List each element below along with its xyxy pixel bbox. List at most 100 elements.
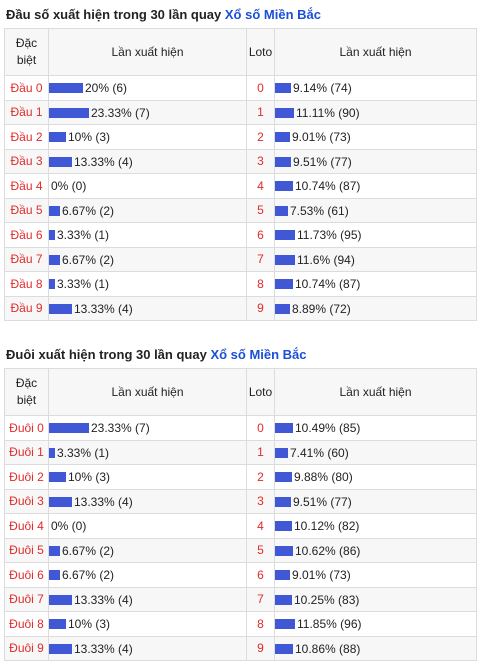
loto-value: 7.53% (61)	[290, 203, 349, 218]
special-count-cell: 6.67% (2)	[48, 537, 247, 563]
loto-number[interactable]: 4	[246, 513, 275, 539]
loto-value: 10.25% (83)	[294, 592, 360, 607]
row-label[interactable]: Đầu 7	[4, 246, 49, 272]
row-label[interactable]: Đầu 5	[4, 197, 49, 223]
special-count-cell: 13.33% (4)	[48, 635, 247, 661]
special-bar	[49, 303, 72, 314]
loto-number[interactable]: 0	[246, 75, 275, 101]
row-label[interactable]: Đuôi 3	[4, 488, 49, 514]
row-label[interactable]: Đuôi 8	[4, 611, 49, 637]
loto-value: 9.01% (73)	[292, 130, 351, 145]
row-label[interactable]: Đầu 3	[4, 148, 49, 174]
loto-value: 9.51% (77)	[293, 154, 352, 169]
loto-value: 9.51% (77)	[293, 494, 352, 509]
row-label[interactable]: Đuôi 1	[4, 439, 49, 465]
loto-bar	[275, 570, 290, 581]
loto-value: 10.86% (88)	[295, 641, 361, 656]
loto-number[interactable]: 2	[246, 464, 275, 490]
special-value: 6.67% (2)	[62, 568, 115, 583]
special-count-cell: 3.33% (1)	[48, 271, 247, 297]
row-label[interactable]: Đầu 0	[4, 75, 49, 101]
loto-number[interactable]: 3	[246, 488, 275, 514]
loto-value: 11.73% (95)	[297, 228, 362, 243]
dau-table-body: Đầu 0 20% (6) 0 9.14% (74) Đầu 1 23.33% (7) 1 1…	[4, 75, 477, 321]
row-label[interactable]: Đuôi 0	[4, 415, 49, 441]
loto-number[interactable]: 6	[246, 562, 275, 588]
loto-number[interactable]: 7	[246, 586, 275, 612]
row-label[interactable]: Đuôi 7	[4, 586, 49, 612]
loto-value: 9.01% (73)	[292, 568, 351, 583]
loto-value: 11.6% (94)	[297, 252, 355, 267]
loto-bar	[275, 132, 290, 143]
loto-bar	[275, 545, 293, 556]
loto-number[interactable]: 1	[246, 439, 275, 465]
special-count-cell: 10% (3)	[48, 124, 247, 150]
loto-count-cell: 10.74% (87)	[274, 271, 477, 297]
loto-number[interactable]: 3	[246, 148, 275, 174]
special-bar	[49, 472, 66, 483]
row-label[interactable]: Đuôi 9	[4, 635, 49, 661]
loto-value: 10.12% (82)	[294, 519, 360, 534]
loto-value: 10.74% (87)	[295, 277, 361, 292]
special-count-cell: 0% (0)	[48, 173, 247, 199]
loto-bar	[275, 205, 288, 216]
loto-number[interactable]: 1	[246, 99, 275, 125]
row-label[interactable]: Đầu 1	[4, 99, 49, 125]
row-label[interactable]: Đuôi 5	[4, 537, 49, 563]
special-value: 3.33% (1)	[57, 445, 110, 460]
special-value: 20% (6)	[85, 81, 128, 96]
loto-number[interactable]: 9	[246, 295, 275, 321]
row-label[interactable]: Đầu 6	[4, 222, 49, 248]
loto-number[interactable]: 2	[246, 124, 275, 150]
special-value: 13.33% (4)	[74, 641, 133, 656]
loto-number[interactable]: 8	[246, 271, 275, 297]
row-label[interactable]: Đầu 4	[4, 173, 49, 199]
row-label[interactable]: Đuôi 4	[4, 513, 49, 539]
loto-count-cell: 11.6% (94)	[274, 246, 477, 272]
loto-number[interactable]: 4	[246, 173, 275, 199]
loto-number[interactable]: 0	[246, 415, 275, 441]
special-value: 0% (0)	[51, 519, 87, 534]
loto-number[interactable]: 7	[246, 246, 275, 272]
dau-section: Đầu số xuất hiện trong 30 lần quay Xổ số…	[0, 2, 480, 321]
duoi-table: Đặc biệt Lần xuất hiện Loto Lần xuất hiệ…	[4, 368, 477, 661]
row-label[interactable]: Đuôi 6	[4, 562, 49, 588]
table-row: Đuôi 4 0% (0) 4 10.12% (82)	[4, 513, 477, 539]
loto-number[interactable]: 5	[246, 537, 275, 563]
special-bar	[49, 254, 60, 265]
row-label[interactable]: Đầu 9	[4, 295, 49, 321]
duoi-title-link[interactable]: Xổ số Miền Bắc	[210, 347, 307, 362]
loto-bar	[275, 643, 293, 654]
special-value: 6.67% (2)	[62, 203, 115, 218]
loto-bar	[275, 521, 292, 532]
row-label[interactable]: Đuôi 2	[4, 464, 49, 490]
duoi-section-title: Đuôi xuất hiện trong 30 lần quay Xổ số M…	[0, 342, 480, 368]
loto-number[interactable]: 5	[246, 197, 275, 223]
table-row: Đầu 2 10% (3) 2 9.01% (73)	[4, 124, 477, 150]
special-value: 10% (3)	[68, 470, 111, 485]
special-bar	[49, 619, 66, 630]
special-count-cell: 10% (3)	[48, 464, 247, 490]
table-row: Đuôi 0 23.33% (7) 0 10.49% (85)	[4, 415, 477, 441]
header-special: Đặc biệt	[4, 28, 49, 76]
loto-number[interactable]: 6	[246, 222, 275, 248]
row-label[interactable]: Đầu 2	[4, 124, 49, 150]
header-count: Lần xuất hiện	[48, 368, 247, 416]
loto-count-cell: 11.11% (90)	[274, 99, 477, 125]
special-count-cell: 0% (0)	[48, 513, 247, 539]
table-row: Đuôi 6 6.67% (2) 6 9.01% (73)	[4, 562, 477, 588]
duoi-section: Đuôi xuất hiện trong 30 lần quay Xổ số M…	[0, 342, 480, 661]
dau-title-link[interactable]: Xổ số Miền Bắc	[224, 7, 321, 22]
loto-number[interactable]: 9	[246, 635, 275, 661]
loto-number[interactable]: 8	[246, 611, 275, 637]
special-bar	[49, 205, 60, 216]
loto-count-cell: 10.62% (86)	[274, 537, 477, 563]
special-value: 0% (0)	[51, 179, 87, 194]
loto-count-cell: 9.51% (77)	[274, 488, 477, 514]
row-label[interactable]: Đầu 8	[4, 271, 49, 297]
dau-title-text: Đầu số xuất hiện trong 30 lần quay	[6, 7, 222, 22]
header-special: Đặc biệt	[4, 368, 49, 416]
special-value: 13.33% (4)	[74, 154, 133, 169]
loto-count-cell: 7.53% (61)	[274, 197, 477, 223]
special-value: 23.33% (7)	[91, 421, 150, 436]
